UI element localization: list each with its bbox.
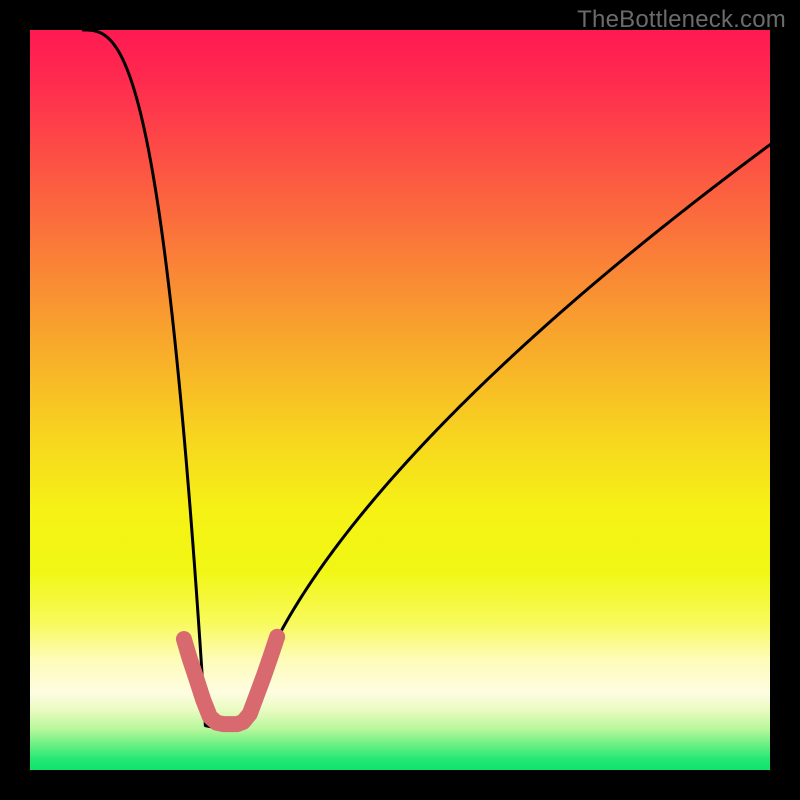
watermark-text: TheBottleneck.com bbox=[577, 6, 786, 34]
bottleneck-chart-svg bbox=[0, 0, 800, 800]
gradient-background bbox=[30, 30, 770, 770]
chart-container: TheBottleneck.com bbox=[0, 0, 800, 800]
